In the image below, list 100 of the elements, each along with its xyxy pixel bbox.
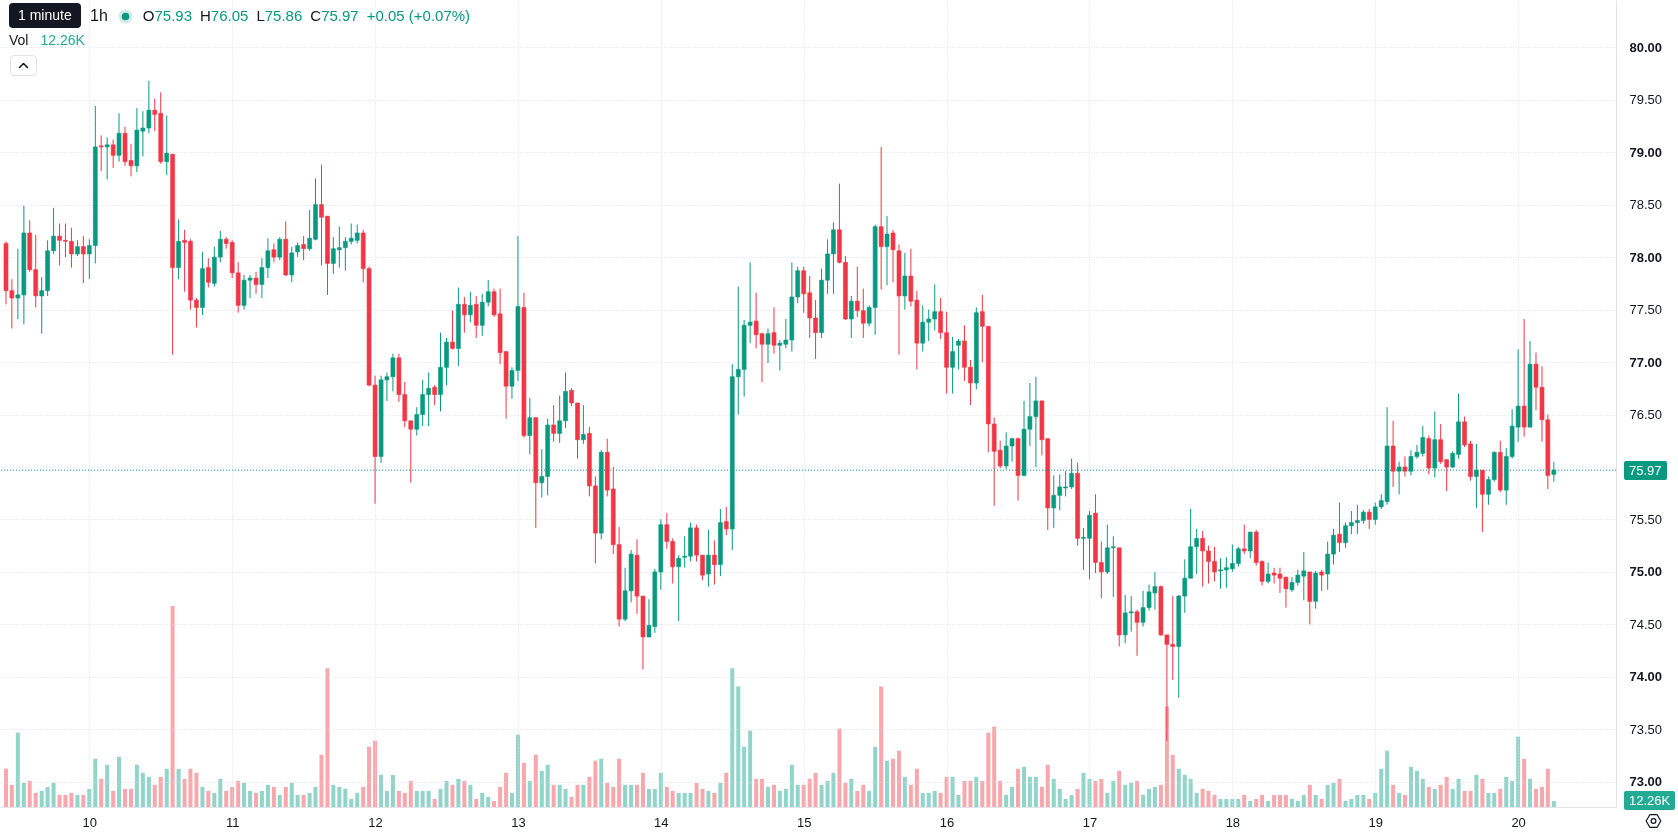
bar [1147,788,1152,807]
candlestick [723,506,729,536]
bar [867,790,872,807]
bar [1426,786,1431,807]
bar [1301,794,1306,807]
bar [1277,794,1282,807]
bar [521,762,526,807]
bar [515,734,520,807]
bar [1230,798,1235,807]
bar [355,792,360,807]
bar [843,782,848,807]
bar [117,756,122,807]
candlestick [301,235,306,261]
bar [367,746,372,807]
bar [146,776,151,807]
y-tick-label: 77.50 [1629,302,1663,318]
bar [1545,768,1550,807]
bar [533,754,538,807]
bar [718,782,723,807]
bar [855,790,860,807]
bar [1057,788,1062,807]
bar [1248,800,1253,807]
y-tick-label: 78.50 [1629,197,1663,213]
bar [623,784,628,807]
bar [87,788,92,807]
bar [39,790,44,807]
bar [325,668,330,807]
bar [45,786,50,807]
bar [670,790,675,807]
annotation: +0.05 (+0.07%) [366,6,471,26]
bar [891,758,896,807]
bar [438,788,443,807]
bar [343,788,348,807]
bar [748,730,753,807]
bar [1283,794,1288,807]
bar [194,772,199,807]
bar [914,768,919,807]
bar [902,776,907,807]
candlestick [164,114,170,176]
bar [1474,774,1479,807]
bar [170,606,175,807]
bar [1313,794,1318,807]
bar [1033,776,1038,807]
bar [444,780,449,807]
bar [1373,792,1378,807]
bar [75,794,80,807]
y-tick-label: 73.00 [1629,774,1663,790]
candlestick [878,146,884,291]
bar [724,772,729,807]
bar [730,668,735,807]
x-tick-label: 17 [1082,814,1098,830]
candlestick [956,338,961,370]
bar [873,746,878,807]
bar [736,686,741,807]
bar [1385,750,1390,807]
y-tick-label: 79.00 [1629,144,1663,160]
y-tick-label: 76.50 [1629,407,1663,423]
bar [789,764,794,807]
bar [563,788,568,807]
annotation: O75.93 [142,6,193,26]
bar [926,792,931,807]
bar [539,770,544,807]
bar [557,784,562,807]
candlestick [473,295,479,339]
bar [754,778,759,807]
candlestick [1134,609,1140,657]
y-tick-label: 79.50 [1629,92,1663,108]
bar [1272,794,1277,807]
bar [373,740,378,807]
bar [1355,794,1360,807]
candlestick [712,539,717,586]
bar [295,794,300,807]
bar [885,760,890,807]
bar [1022,766,1027,807]
bar [1188,778,1193,807]
bar [1016,768,1021,807]
candlestick [468,291,473,323]
bar [676,792,681,807]
bar [1397,792,1402,807]
bar [801,784,806,807]
chart-title: 1h [90,6,108,26]
bar [164,768,169,807]
bar [1158,784,1163,807]
annotation: C75.97 [310,6,359,26]
bar [456,778,461,807]
bar [545,764,550,807]
bar [27,780,32,807]
ref-line-label: 75.97 [1624,460,1667,480]
candlestick [1366,508,1372,530]
candlestick [1319,569,1324,592]
candlestick [884,215,890,286]
x-tick-label: 18 [1225,814,1241,830]
bar [1260,794,1265,807]
candlestick [81,235,86,284]
bar [897,750,902,807]
candlestick [902,252,908,311]
x-tick-label: 15 [796,814,812,830]
candlestick [116,112,122,163]
annotation: H76.05 [200,6,249,26]
bar [1289,798,1294,807]
